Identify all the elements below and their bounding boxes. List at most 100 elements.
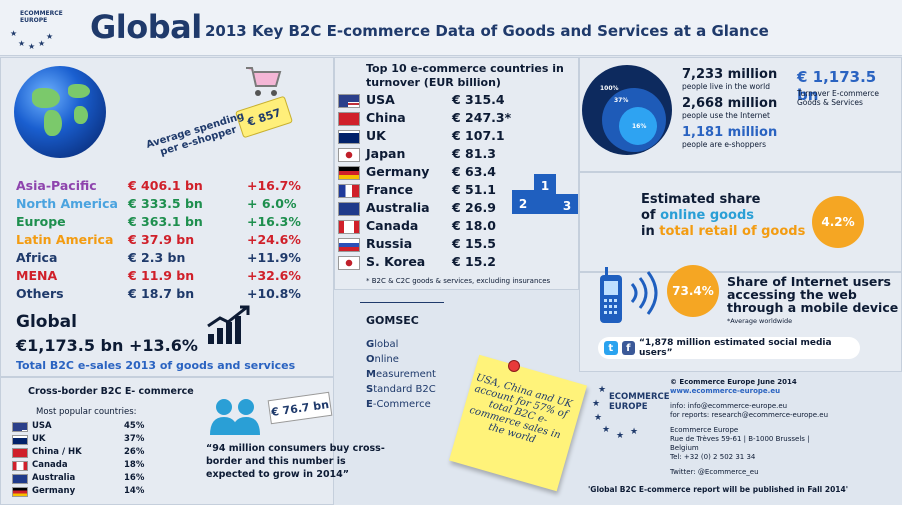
cross-border-value: 14% bbox=[124, 486, 145, 496]
top10-row: USA € 315.4 bbox=[338, 92, 538, 110]
online-share-badge: 4.2% bbox=[812, 196, 864, 248]
cross-border-row: Germany 14% bbox=[12, 486, 162, 499]
flag-icon bbox=[338, 184, 360, 198]
header-bar bbox=[0, 0, 902, 56]
population-circles: 100% 37% 16% bbox=[582, 65, 672, 155]
top10-row: Germany € 63.4 bbox=[338, 164, 538, 182]
svg-text:★: ★ bbox=[10, 29, 17, 38]
website-link[interactable]: www.ecommerce-europe.eu bbox=[670, 387, 781, 395]
gomsec-title: GOMSEC bbox=[366, 314, 419, 327]
top10-value: € 15.2 bbox=[452, 254, 496, 269]
twitter-icon: t bbox=[604, 341, 618, 355]
cross-border-row: Australia 16% bbox=[12, 473, 162, 486]
gomsec-item: Standard B2C bbox=[366, 384, 436, 395]
cross-border-quote: “94 million consumers buy cross-border a… bbox=[206, 443, 385, 480]
globe-icon bbox=[14, 66, 106, 158]
region-value: € 333.5 bn bbox=[128, 196, 203, 211]
region-value: € 363.1 bn bbox=[128, 214, 203, 229]
growth-chart-icon bbox=[207, 305, 250, 344]
region-value: € 406.1 bn bbox=[128, 178, 203, 193]
reports-email[interactable]: for reports: research@ecommerce-europe.e… bbox=[670, 411, 828, 419]
top10-value: € 63.4 bbox=[452, 164, 496, 179]
podium-second: 2 bbox=[519, 197, 527, 211]
contact-logo-stars-icon: ★★★ ★★ ★ bbox=[592, 385, 638, 441]
flag-icon bbox=[12, 461, 28, 471]
region-name: Europe bbox=[16, 214, 66, 229]
top10-value: € 107.1 bbox=[452, 128, 505, 143]
region-name: MENA bbox=[16, 268, 58, 283]
region-name: Africa bbox=[16, 250, 58, 265]
flag-icon bbox=[12, 487, 28, 497]
twitter-handle[interactable]: Twitter: @Ecommerce_eu bbox=[670, 468, 759, 476]
stat-world: 7,233 million people live in the world bbox=[682, 67, 778, 91]
flag-icon bbox=[338, 130, 360, 144]
global-value: €1,173.5 bn +13.6% bbox=[16, 336, 198, 355]
cross-border-country: China / HK bbox=[32, 447, 82, 457]
svg-text:★: ★ bbox=[28, 42, 35, 50]
region-growth: +32.6% bbox=[247, 268, 301, 283]
region-row: Asia-Pacific € 406.1 bn +16.7% bbox=[16, 178, 326, 196]
top10-list: USA € 315.4 China € 247.3* UK € 107.1 Japan € 8… bbox=[338, 92, 538, 272]
cross-border-country: Germany bbox=[32, 486, 76, 496]
svg-text:★: ★ bbox=[38, 39, 45, 48]
region-value: € 11.9 bn bbox=[128, 268, 195, 283]
top10-value: € 81.3 bbox=[452, 146, 496, 161]
gomsec-list: Global Online Measurement Standard B2C E-Com… bbox=[366, 337, 436, 412]
cross-border-row: USA 45% bbox=[12, 421, 162, 434]
top10-country: Australia bbox=[366, 200, 430, 215]
circle-outer-label: 100% bbox=[600, 85, 619, 92]
contact-logo-text: ECOMMERCE EUROPE bbox=[609, 392, 670, 412]
total-sales-text: Total B2C e-sales 2013 of goods and serv… bbox=[16, 359, 296, 372]
region-growth: +10.8% bbox=[247, 286, 301, 301]
flag-icon bbox=[338, 202, 360, 216]
region-growth: + 6.0% bbox=[247, 196, 297, 211]
flag-icon bbox=[12, 435, 28, 445]
region-row: Others € 18.7 bn +10.8% bbox=[16, 286, 326, 304]
cross-border-value: 37% bbox=[124, 434, 145, 444]
region-row: Africa € 2.3 bn +11.9% bbox=[16, 250, 326, 268]
info-email[interactable]: info: info@ecommerce-europe.eu bbox=[670, 402, 788, 410]
cross-border-row: China / HK 26% bbox=[12, 447, 162, 460]
podium-first: 1 bbox=[541, 179, 549, 193]
pin-icon bbox=[508, 360, 520, 372]
svg-text:★: ★ bbox=[616, 431, 624, 441]
top10-row: Australia € 26.9 bbox=[338, 200, 538, 218]
svg-text:★: ★ bbox=[594, 413, 602, 423]
flag-icon bbox=[338, 94, 360, 108]
flag-icon bbox=[12, 474, 28, 484]
page-title: Global bbox=[90, 8, 202, 46]
cross-border-value: 26% bbox=[124, 447, 145, 457]
flag-icon bbox=[338, 166, 360, 180]
stat-internet: 2,668 million people use the Internet bbox=[682, 96, 778, 120]
svg-text:★: ★ bbox=[46, 32, 53, 41]
svg-text:★: ★ bbox=[602, 425, 610, 435]
top10-country: UK bbox=[366, 128, 386, 143]
regions-list: Asia-Pacific € 406.1 bn +16.7% North Americ… bbox=[16, 178, 326, 304]
report-note: 'Global B2C E-commerce report will be pu… bbox=[588, 485, 849, 494]
cross-border-title: Cross-border B2C E- commerce bbox=[28, 386, 194, 397]
cross-border-subtitle: Most popular countries: bbox=[36, 407, 137, 417]
podium-third: 3 bbox=[563, 199, 571, 213]
flag-icon bbox=[338, 256, 360, 270]
stat-eshoppers: 1,181 million people are e-shoppers bbox=[682, 125, 778, 149]
cross-border-list: USA 45% UK 37% China / HK 26% Canada 18% Austral… bbox=[12, 421, 162, 499]
cross-border-country: Australia bbox=[32, 473, 76, 483]
circle-mid-label: 37% bbox=[614, 97, 628, 104]
logo-text: ECOMMERCE EUROPE bbox=[20, 10, 63, 24]
top10-panel bbox=[334, 57, 579, 290]
flag-icon bbox=[338, 220, 360, 234]
top10-country: China bbox=[366, 110, 406, 125]
top10-value: € 26.9 bbox=[452, 200, 496, 215]
facebook-icon: f bbox=[621, 341, 635, 355]
mobile-share-badge: 73.4% bbox=[667, 265, 719, 317]
page-subtitle: 2013 Key B2C E-commerce Data of Goods an… bbox=[205, 22, 769, 40]
podium-icon: 1 2 3 bbox=[512, 174, 578, 214]
top10-row: China € 247.3* bbox=[338, 110, 538, 128]
shopping-cart-icon bbox=[246, 67, 282, 96]
top10-country: Germany bbox=[366, 164, 430, 179]
cross-border-value: 18% bbox=[124, 460, 145, 470]
svg-text:★: ★ bbox=[630, 427, 638, 437]
cross-border-country: Canada bbox=[32, 460, 68, 470]
top10-country: S. Korea bbox=[366, 254, 426, 269]
top10-country: USA bbox=[366, 92, 395, 107]
